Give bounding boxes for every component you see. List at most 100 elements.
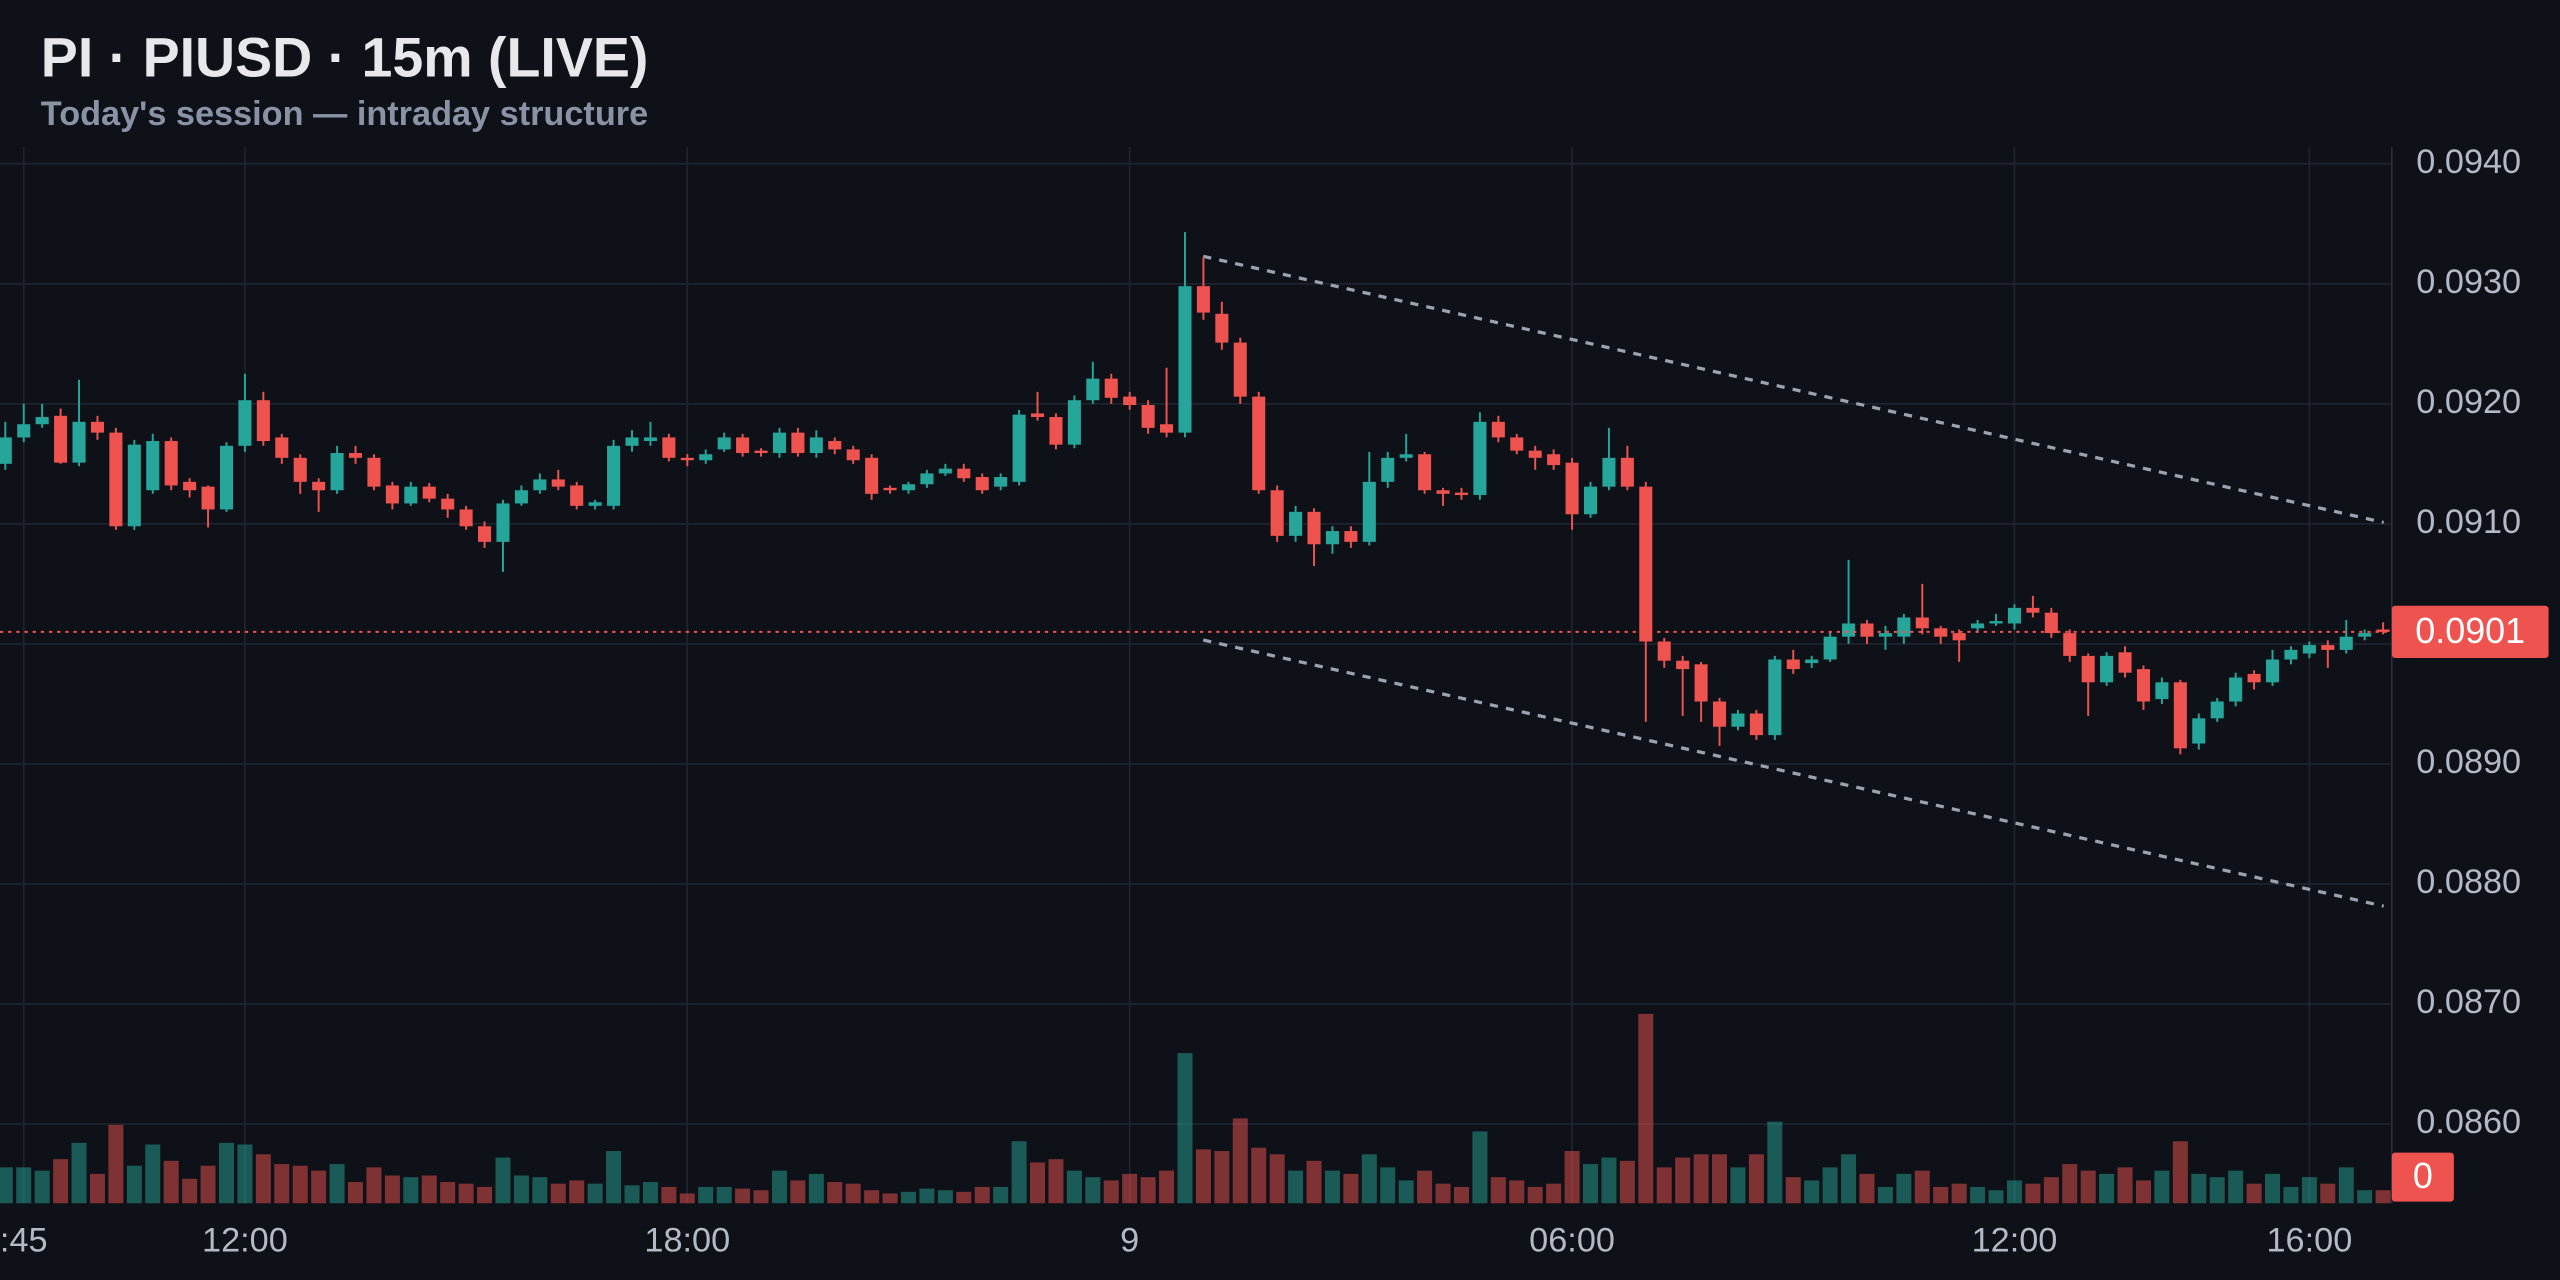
candle-body bbox=[17, 424, 31, 438]
volume-bar bbox=[569, 1180, 585, 1204]
volume-bar bbox=[1970, 1186, 1986, 1204]
candle-body bbox=[791, 432, 805, 454]
y-tick-label: 0.0870 bbox=[2416, 983, 2521, 1021]
volume-bar bbox=[2228, 1170, 2244, 1204]
candle-body bbox=[920, 473, 934, 485]
volume-bar bbox=[1619, 1160, 1635, 1204]
candle-body bbox=[2284, 649, 2298, 660]
candle-body bbox=[2173, 682, 2187, 749]
volume-bar bbox=[311, 1170, 327, 1204]
candle-body bbox=[35, 417, 49, 425]
volume-bar bbox=[513, 1175, 529, 1204]
volume-bar bbox=[1822, 1167, 1838, 1204]
chart-title: PI · PIUSD · 15m (LIVE) bbox=[41, 27, 649, 89]
candle-body bbox=[219, 445, 234, 510]
candle-body bbox=[2339, 636, 2353, 650]
candle-body bbox=[1454, 492, 1469, 496]
candle-body bbox=[1694, 664, 1708, 702]
volume-bar bbox=[1712, 1154, 1728, 1204]
candle-body bbox=[1528, 450, 1542, 458]
volume-bar bbox=[1914, 1170, 1930, 1204]
candle-body bbox=[865, 457, 879, 494]
candle-body bbox=[1897, 617, 1911, 637]
candle-body bbox=[72, 421, 86, 463]
volume-bar bbox=[2209, 1177, 2225, 1204]
volume-bar bbox=[403, 1177, 419, 1204]
volume-bar bbox=[126, 1165, 142, 1204]
volume-tag bbox=[2391, 1152, 2454, 1202]
volume-bar bbox=[1048, 1159, 1064, 1204]
candle-body bbox=[1307, 511, 1321, 545]
volume-bar bbox=[182, 1178, 198, 1204]
volume-bar bbox=[827, 1182, 843, 1204]
volume-bar bbox=[292, 1165, 308, 1204]
candle-body bbox=[570, 485, 584, 506]
volume-bar bbox=[1232, 1118, 1248, 1204]
candle-body bbox=[2321, 645, 2335, 650]
candle-body bbox=[459, 509, 473, 527]
volume-bar bbox=[1933, 1186, 1949, 1204]
volume-bar bbox=[1398, 1180, 1414, 1204]
volume-bar bbox=[34, 1170, 50, 1204]
volume-bar bbox=[1509, 1180, 1525, 1204]
volume-bar bbox=[1251, 1147, 1267, 1204]
candle-body bbox=[1952, 633, 1966, 641]
volume-bar bbox=[1896, 1173, 1912, 1204]
candle-body bbox=[275, 437, 289, 458]
candle-body bbox=[478, 526, 492, 542]
candle-body bbox=[441, 498, 455, 510]
volume-bar bbox=[348, 1182, 364, 1204]
candle-body bbox=[2063, 633, 2077, 656]
candle-body bbox=[1252, 396, 1266, 491]
volume-bar bbox=[1288, 1170, 1304, 1204]
x-tick-label: 12:00 bbox=[1972, 1222, 2058, 1260]
candle-body bbox=[1141, 405, 1155, 428]
volume-bar bbox=[716, 1186, 732, 1204]
candle-body bbox=[2155, 682, 2169, 700]
volume-bar bbox=[753, 1190, 769, 1204]
candle-body bbox=[312, 481, 326, 491]
volume-bar bbox=[1306, 1160, 1322, 1204]
candle-body bbox=[1639, 486, 1653, 642]
volume-bar bbox=[1453, 1186, 1469, 1204]
candle-body bbox=[1510, 437, 1524, 451]
candle-body bbox=[127, 444, 141, 527]
volume-bar bbox=[1103, 1180, 1119, 1204]
volume-bar bbox=[2099, 1173, 2115, 1204]
x-tick-label: :45 bbox=[0, 1222, 48, 1260]
candle-body bbox=[422, 486, 436, 499]
volume-bar bbox=[1122, 1173, 1138, 1204]
candle-body bbox=[1602, 457, 1616, 487]
candle-body bbox=[404, 486, 418, 504]
candle-body bbox=[1196, 286, 1210, 313]
volume-bar bbox=[440, 1182, 456, 1204]
candle-body bbox=[90, 421, 104, 433]
candle-body bbox=[1362, 481, 1376, 542]
volume-bar bbox=[1490, 1177, 1506, 1204]
candle-body bbox=[201, 486, 215, 510]
candle-body bbox=[957, 468, 971, 479]
volume-bar bbox=[477, 1186, 493, 1204]
volume-bar bbox=[735, 1188, 751, 1204]
candle-body bbox=[1381, 457, 1395, 482]
candle-body bbox=[1989, 621, 2003, 624]
candle-body bbox=[1325, 531, 1339, 545]
volume-bar bbox=[1675, 1157, 1691, 1204]
volume-bar bbox=[974, 1186, 990, 1204]
volume-bar bbox=[1841, 1154, 1857, 1204]
volume-bar bbox=[274, 1164, 290, 1204]
volume-bar bbox=[1859, 1173, 1875, 1204]
volume-bar bbox=[1656, 1167, 1672, 1204]
candle-body bbox=[2210, 701, 2224, 719]
x-tick-label: 18:00 bbox=[644, 1222, 730, 1260]
volume-bar bbox=[2246, 1183, 2262, 1204]
candle-body bbox=[1878, 633, 1892, 637]
candle-body bbox=[2007, 607, 2021, 624]
candle-body bbox=[662, 437, 676, 458]
volume-bar bbox=[0, 1167, 13, 1204]
volume-bar bbox=[882, 1193, 898, 1204]
candle-body bbox=[496, 503, 510, 542]
volume-tick-label: 0 bbox=[2413, 1155, 2433, 1196]
volume-bar bbox=[1269, 1154, 1285, 1204]
volume-bar bbox=[89, 1173, 105, 1204]
